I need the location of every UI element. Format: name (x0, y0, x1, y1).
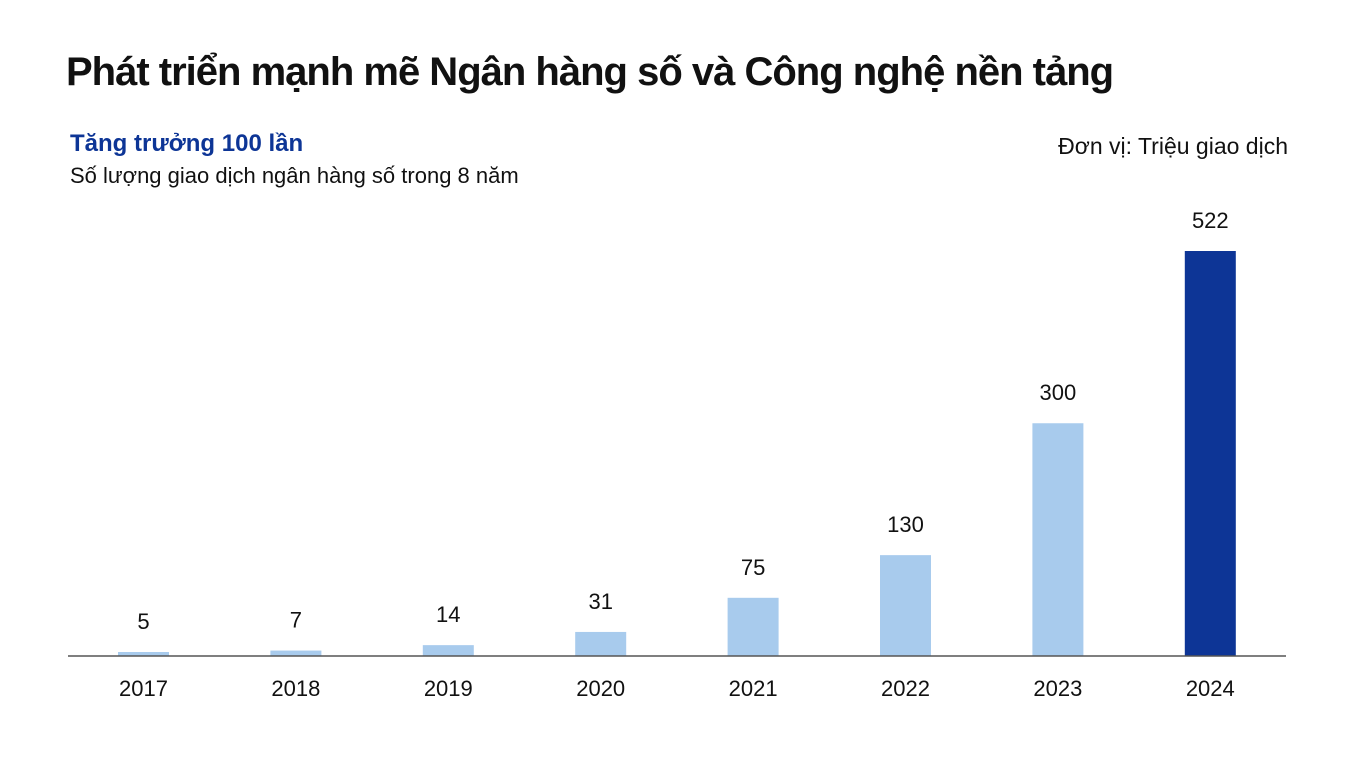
bar-2017 (118, 652, 169, 656)
bar-2018 (270, 650, 322, 656)
x-tick-label-2023: 2023 (1033, 676, 1082, 701)
bar-2024 (1184, 251, 1236, 656)
value-label-2023: 300 (1040, 380, 1077, 405)
bar-2019 (422, 645, 474, 656)
value-label-2018: 7 (290, 608, 302, 633)
chart-title: Phát triển mạnh mẽ Ngân hàng số và Công … (66, 50, 1114, 94)
x-tick-label-2024: 2024 (1186, 676, 1235, 701)
x-tick-labels-group: 2017 2018 2019 2020 2021 2022 2023 2024 (119, 676, 1235, 701)
bar-2021 (727, 597, 779, 656)
bar-2020 (575, 631, 627, 656)
value-label-2024: 522 (1192, 208, 1229, 233)
x-tick-label-2019: 2019 (424, 676, 473, 701)
x-tick-label-2021: 2021 (729, 676, 778, 701)
x-tick-label-2017: 2017 (119, 676, 168, 701)
value-label-2021: 75 (741, 555, 765, 580)
value-label-2019: 14 (436, 602, 460, 627)
x-tick-label-2022: 2022 (881, 676, 930, 701)
x-tick-label-2018: 2018 (271, 676, 320, 701)
value-label-2022: 130 (887, 512, 924, 537)
bars-group (118, 251, 1236, 656)
bar-2023 (1032, 423, 1084, 656)
unit-note: Đơn vị: Triệu giao dịch (1058, 133, 1288, 159)
chart-caption: Số lượng giao dịch ngân hàng số trong 8 … (70, 163, 519, 188)
chart-subtitle: Tăng trưởng 100 lần (70, 130, 304, 157)
value-label-2020: 31 (588, 589, 612, 614)
value-labels-group: 5 7 14 31 75 130 300 522 (137, 208, 1228, 634)
bar-2022 (880, 555, 931, 656)
value-label-2017: 5 (137, 609, 149, 634)
x-tick-label-2020: 2020 (576, 676, 625, 701)
